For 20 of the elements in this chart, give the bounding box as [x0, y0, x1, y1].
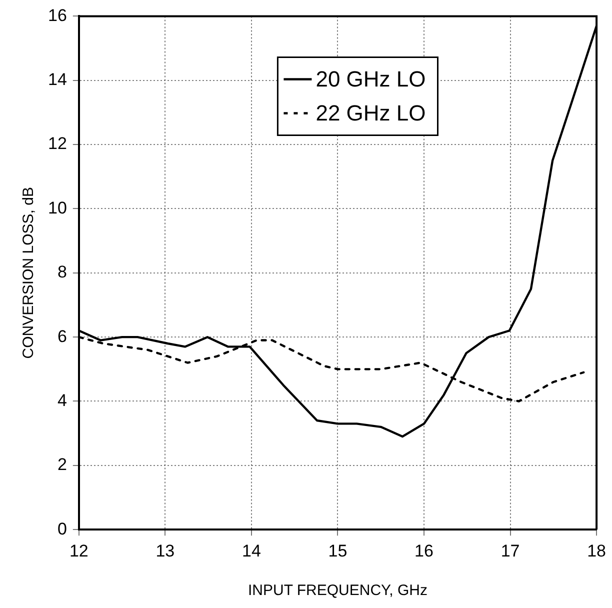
y-tick-label: 0: [57, 519, 67, 538]
x-tick-label: 12: [69, 541, 88, 560]
y-axis-title: CONVERSION LOSS, dB: [20, 187, 38, 359]
y-tick-label: 16: [48, 6, 67, 25]
y-tick-label: 8: [57, 262, 67, 282]
legend-label: 20 GHz LO: [316, 66, 426, 92]
y-tick-label: 10: [48, 198, 67, 218]
x-tick-label: 17: [500, 541, 520, 560]
y-tick-label: 6: [57, 326, 67, 346]
y-tick-label: 14: [48, 70, 67, 90]
legend-label: 22 GHz LO: [316, 100, 426, 126]
x-tick-label: 16: [414, 541, 434, 560]
y-tick-label: 4: [57, 390, 67, 410]
x-tick-label: 14: [242, 541, 261, 560]
x-tick-label: 18: [587, 541, 606, 560]
y-tick-label: 12: [48, 134, 67, 154]
x-tick-label: 15: [328, 541, 348, 560]
x-tick-label: 13: [156, 541, 175, 560]
x-axis-title: INPUT FREQUENCY, GHz: [248, 582, 428, 600]
y-tick-label: 2: [57, 455, 67, 474]
